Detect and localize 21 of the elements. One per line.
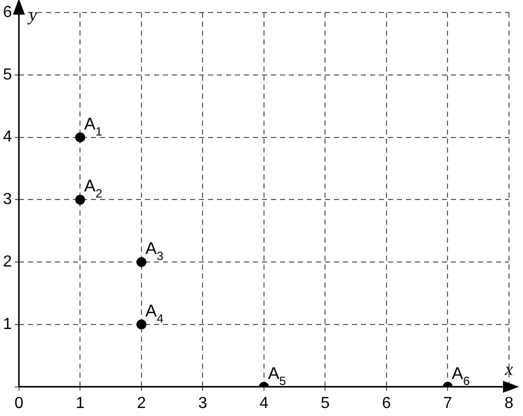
y-tick-label: 1	[2, 316, 12, 333]
point	[136, 319, 146, 330]
point	[75, 132, 86, 142]
y-tick-label: 6	[2, 4, 12, 22]
x-axis-title: x	[504, 358, 513, 379]
x-tick-label: 5	[320, 394, 330, 412]
x-tick-label: 0	[14, 394, 24, 412]
point	[136, 257, 146, 268]
x-tick-label: 3	[198, 394, 208, 412]
y-tick-label: 5	[2, 66, 12, 84]
y-tick-label: 4	[2, 128, 12, 146]
y-tick-label: 3	[2, 191, 12, 208]
x-tick-label: 8	[504, 394, 514, 412]
x-tick-label: 4	[259, 394, 268, 412]
x-tick-label: 1	[76, 394, 85, 412]
x-tick-label: 6	[382, 394, 392, 412]
point	[75, 194, 86, 205]
x-tick-label: 2	[136, 394, 146, 412]
y-axis-title: y	[26, 4, 37, 25]
y-tick-label: 2	[2, 253, 12, 270]
x-tick-label: 7	[443, 394, 452, 412]
